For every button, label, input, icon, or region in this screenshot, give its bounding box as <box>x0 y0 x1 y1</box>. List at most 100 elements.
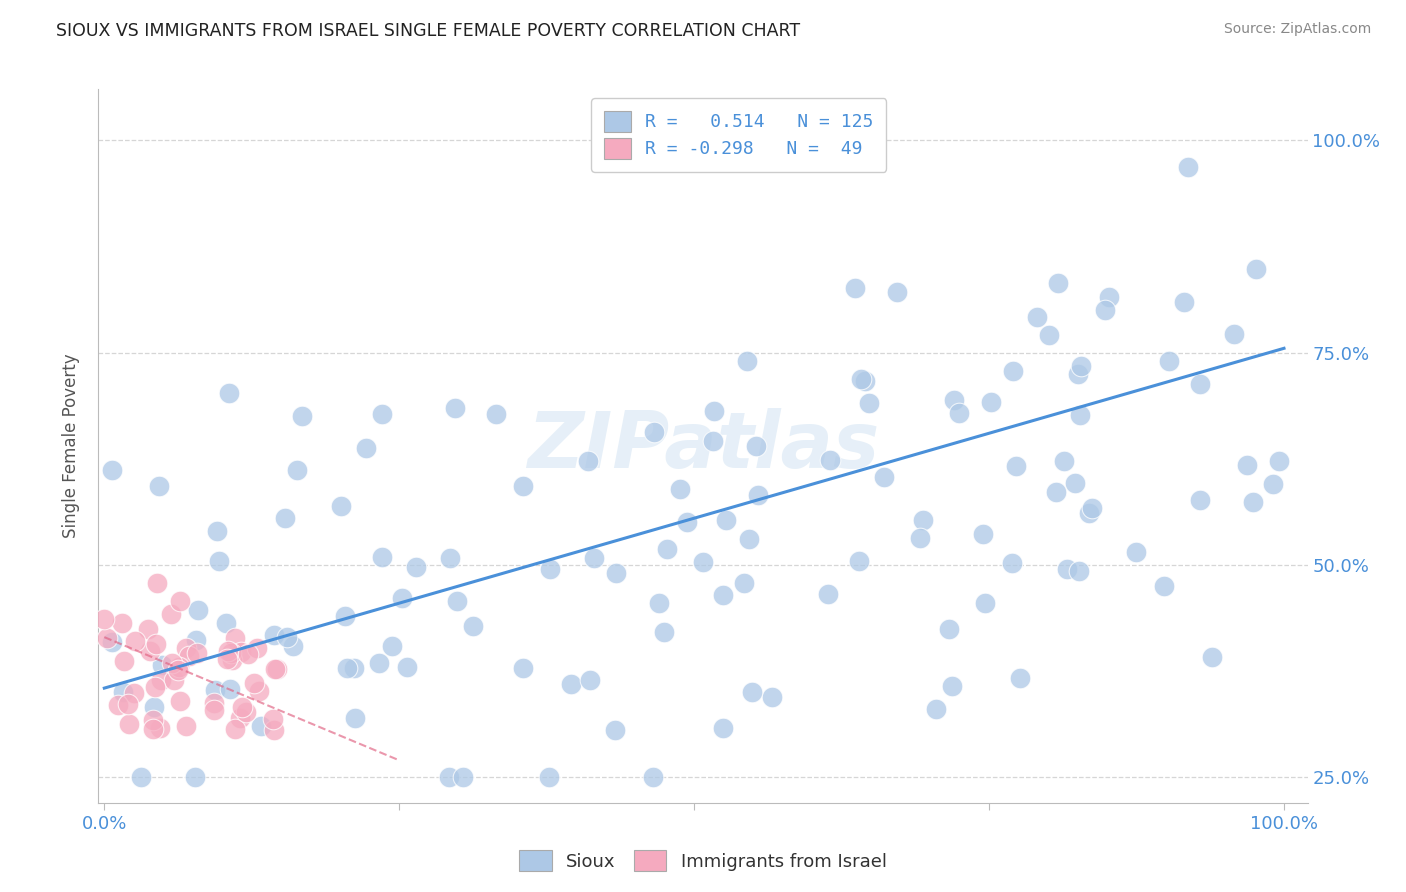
Point <box>333 609 356 624</box>
Point <box>714 513 737 527</box>
Point <box>250 719 273 733</box>
Point <box>391 591 413 605</box>
Point <box>702 434 724 449</box>
Point <box>692 555 714 569</box>
Legend: Sioux, Immigrants from Israel: Sioux, Immigrants from Israel <box>512 843 894 879</box>
Legend: R =   0.514   N = 125, R = -0.298   N =  49: R = 0.514 N = 125, R = -0.298 N = 49 <box>591 98 886 171</box>
Point <box>735 354 758 368</box>
Point <box>1189 377 1212 392</box>
Point <box>1010 671 1032 685</box>
Point <box>1063 476 1085 491</box>
Point <box>1177 160 1199 174</box>
Point <box>131 770 153 784</box>
Point <box>1267 454 1289 468</box>
Point <box>330 499 353 513</box>
Point <box>145 637 167 651</box>
Point <box>741 685 763 699</box>
Text: ZIPatlas: ZIPatlas <box>527 408 879 484</box>
Point <box>101 635 124 649</box>
Point <box>176 719 198 733</box>
Point <box>1241 495 1264 509</box>
Point <box>538 770 561 784</box>
Point <box>231 700 253 714</box>
Point <box>643 425 665 439</box>
Point <box>169 593 191 607</box>
Point <box>184 633 207 648</box>
Point <box>818 452 841 467</box>
Point <box>162 673 184 687</box>
Point <box>1261 476 1284 491</box>
Point <box>576 454 599 468</box>
Point <box>274 511 297 525</box>
Point <box>849 372 872 386</box>
Point <box>1025 310 1047 325</box>
Point <box>118 717 141 731</box>
Point <box>238 647 260 661</box>
Point <box>371 550 394 565</box>
Point <box>643 770 665 784</box>
Point <box>844 281 866 295</box>
Point <box>235 705 257 719</box>
Point <box>579 673 602 687</box>
Point <box>160 607 183 621</box>
Point <box>124 633 146 648</box>
Point <box>1067 367 1090 381</box>
Point <box>738 532 761 546</box>
Point <box>395 660 418 674</box>
Point <box>711 588 734 602</box>
Point <box>676 516 699 530</box>
Point <box>186 646 208 660</box>
Point <box>276 631 298 645</box>
Point <box>1045 485 1067 500</box>
Point <box>243 676 266 690</box>
Point <box>848 553 870 567</box>
Point <box>1236 458 1258 473</box>
Point <box>938 622 960 636</box>
Point <box>136 622 159 636</box>
Point <box>291 409 314 423</box>
Point <box>908 531 931 545</box>
Point <box>143 680 166 694</box>
Point <box>142 713 165 727</box>
Point <box>817 587 839 601</box>
Point <box>111 684 134 698</box>
Point <box>974 596 997 610</box>
Point <box>1244 262 1267 277</box>
Point <box>1081 501 1104 516</box>
Point <box>512 478 534 492</box>
Point <box>263 627 285 641</box>
Point <box>747 488 769 502</box>
Point <box>215 615 238 630</box>
Point <box>655 541 678 556</box>
Point <box>166 664 188 678</box>
Point <box>218 385 240 400</box>
Point <box>1201 649 1223 664</box>
Point <box>1004 459 1026 474</box>
Point <box>1038 327 1060 342</box>
Point <box>980 395 1002 409</box>
Text: Source: ZipAtlas.com: Source: ZipAtlas.com <box>1223 22 1371 37</box>
Point <box>174 641 197 656</box>
Point <box>229 645 252 659</box>
Point <box>451 770 474 784</box>
Point <box>336 661 359 675</box>
Point <box>943 392 966 407</box>
Y-axis label: Single Female Poverty: Single Female Poverty <box>62 354 80 538</box>
Point <box>405 559 427 574</box>
Point <box>1125 545 1147 559</box>
Point <box>1157 353 1180 368</box>
Point <box>93 612 115 626</box>
Point <box>117 697 139 711</box>
Point <box>262 712 284 726</box>
Point <box>512 661 534 675</box>
Point <box>1001 557 1024 571</box>
Point <box>713 721 735 735</box>
Point <box>247 683 270 698</box>
Point <box>246 640 269 655</box>
Point <box>485 407 508 421</box>
Point <box>761 690 783 704</box>
Point <box>873 470 896 484</box>
Point <box>110 615 132 630</box>
Point <box>669 483 692 497</box>
Point <box>925 702 948 716</box>
